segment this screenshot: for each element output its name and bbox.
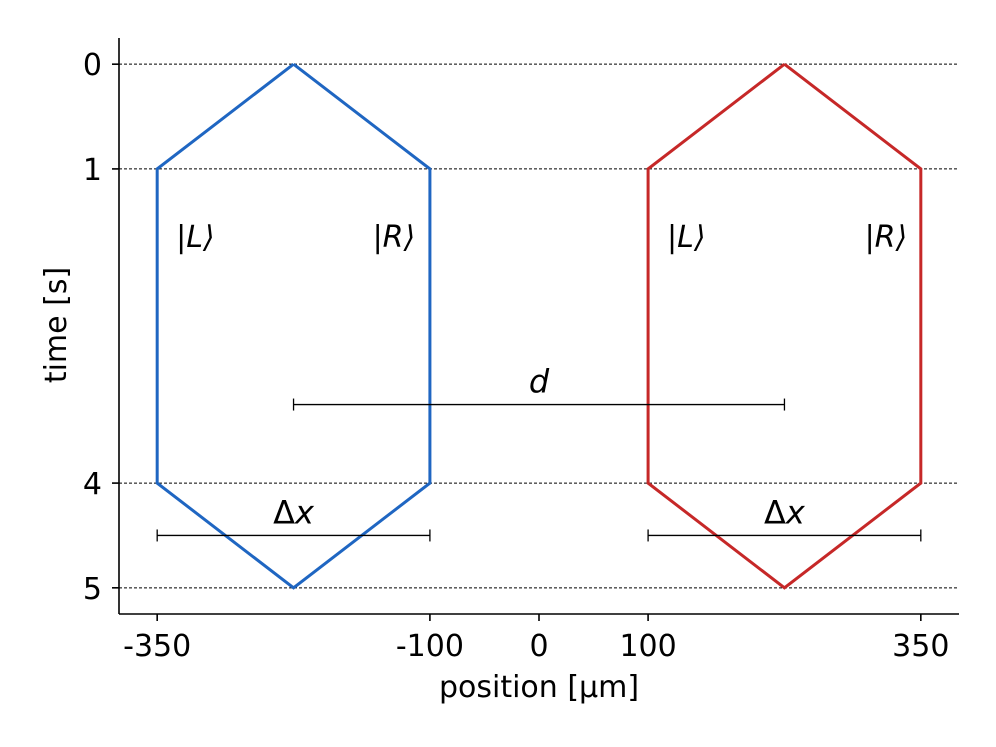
bracket-1: d [292, 363, 786, 411]
gridlines [119, 63, 959, 589]
ket-label-3: |L⟩ [667, 220, 706, 255]
x-tick-label: 350 [892, 629, 949, 664]
y-tick-label: 5 [83, 572, 102, 607]
y-tick-label: 0 [83, 48, 102, 83]
series-line-2 [646, 62, 923, 590]
y-tick-label: 1 [83, 153, 102, 188]
bracket-label: d [529, 363, 550, 401]
x-ticks: -350 -100 0 100 350 [123, 614, 949, 664]
series-line-1 [155, 62, 432, 590]
x-tick-label: -100 [396, 629, 464, 664]
bracket-label: Δx [764, 493, 806, 531]
brackets-layer: d Δx Δx [156, 363, 922, 542]
bracket-label: Δx [273, 493, 315, 531]
x-axis-label: position [μm] [439, 670, 639, 705]
bracket-2: Δx [156, 493, 431, 542]
ket-label-4: |R⟩ [865, 220, 908, 255]
annotations-layer: |L⟩ |R⟩ |L⟩ |R⟩ [176, 220, 907, 255]
y-axis-label: time [s] [39, 267, 74, 383]
ket-label-1: |L⟩ [176, 220, 215, 255]
x-tick-label: 0 [529, 629, 548, 664]
x-tick-label: -350 [123, 629, 191, 664]
y-tick-label: 4 [83, 467, 102, 502]
series-layer [155, 62, 923, 590]
y-ticks: 0 1 4 5 [83, 48, 119, 607]
x-tick-label: 100 [619, 629, 676, 664]
ket-label-2: |R⟩ [373, 220, 416, 255]
bracket-3: Δx [647, 493, 922, 542]
